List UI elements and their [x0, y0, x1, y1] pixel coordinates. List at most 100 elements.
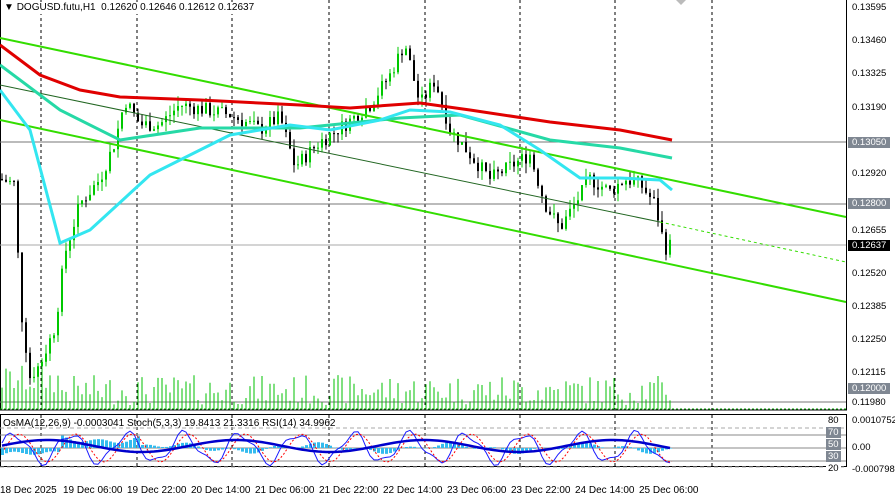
candle-body — [269, 117, 271, 130]
candle-body — [665, 232, 667, 255]
osma-bar — [493, 447, 496, 448]
candle-body — [45, 353, 47, 362]
osma-bar — [617, 446, 620, 448]
osma-bar — [261, 448, 264, 451]
level-tag-mid: 0.12800 — [848, 198, 891, 209]
osma-bar — [453, 442, 456, 448]
candle-body — [161, 122, 163, 126]
osma-bar — [613, 447, 616, 448]
osma-bar — [177, 443, 180, 448]
osma-bar — [73, 440, 76, 448]
osma-bar — [253, 448, 256, 454]
osma-bar — [557, 448, 560, 450]
candle-body — [613, 188, 615, 194]
candle-body — [325, 139, 327, 146]
candle-body — [1, 178, 3, 180]
osma-bar — [77, 441, 80, 448]
osma-bar — [593, 444, 596, 448]
osma-bar — [317, 442, 320, 448]
candle-body — [557, 213, 559, 224]
osma-bar — [17, 448, 20, 453]
osma-bar — [369, 448, 372, 450]
osma-bar — [209, 448, 212, 451]
osma-bar — [329, 445, 332, 448]
candle-body — [377, 95, 379, 105]
osma-bar — [145, 444, 148, 448]
candle-body — [517, 160, 519, 167]
candle-body — [197, 105, 199, 115]
osma-bar — [273, 446, 276, 448]
open-price: 0.12620 — [101, 2, 138, 13]
candle-body — [217, 107, 219, 115]
price-tick: 0.13190 — [852, 102, 887, 113]
candle-body — [49, 338, 51, 354]
candle-body — [437, 86, 439, 93]
candle-body — [569, 208, 571, 217]
osma-bar — [653, 448, 656, 454]
osma-bar — [13, 448, 16, 452]
price-tick: 0.13595 — [852, 2, 887, 13]
osma-bar — [245, 448, 248, 453]
candle-body — [201, 105, 203, 114]
osma-bar — [181, 442, 184, 448]
osma-bar — [69, 439, 72, 448]
channel-middle — [0, 84, 661, 223]
osma-bar — [29, 448, 32, 455]
time-tick: 23 Dec 06:00 — [447, 485, 507, 496]
candle-body — [89, 194, 91, 201]
osma-bar — [377, 448, 380, 453]
osma-bar — [65, 437, 68, 448]
candle-body — [537, 169, 539, 186]
time-tick: 25 Dec 06:00 — [639, 485, 699, 496]
candle-body — [421, 94, 423, 98]
candle-body — [329, 133, 331, 146]
osma-bar — [473, 448, 476, 449]
osma-bar — [21, 448, 24, 453]
price-tick: 0.12250 — [852, 334, 887, 345]
candle-body — [101, 179, 103, 183]
candle-body — [653, 196, 655, 198]
osma-bar — [353, 448, 356, 449]
candle-body — [273, 117, 275, 125]
candle-body — [549, 211, 551, 215]
osma-bar — [133, 437, 136, 448]
candle-body — [305, 153, 307, 163]
candle-body — [9, 180, 11, 182]
osma-bar — [101, 439, 104, 448]
osma-bar — [165, 446, 168, 448]
time-tick: 23 Dec 22:00 — [511, 485, 571, 496]
osma-bar — [53, 448, 56, 452]
candle-body — [605, 185, 607, 187]
candle-body — [5, 179, 7, 182]
osma-bar — [157, 446, 160, 448]
candle-body — [41, 361, 43, 367]
candle-body — [157, 125, 159, 130]
osma-bar — [117, 443, 120, 448]
candle-body — [25, 322, 27, 353]
candle-body — [149, 121, 151, 131]
osma-bar — [325, 443, 328, 448]
osma-bar — [57, 448, 60, 453]
time-tick: 22 Dec 14:00 — [383, 485, 443, 496]
osma-bar — [413, 446, 416, 448]
osma-bar — [9, 448, 12, 453]
shift-marker-icon — [676, 0, 686, 5]
osma-bar — [397, 448, 400, 450]
osma-bar — [41, 448, 44, 454]
dropdown-arrow-icon[interactable]: ▼ — [4, 2, 17, 13]
candle-body — [633, 179, 635, 185]
candle-body — [553, 213, 555, 215]
osma-bar — [269, 447, 272, 448]
candle-body — [629, 180, 631, 185]
low-price: 0.12612 — [179, 2, 216, 13]
candle-body — [77, 203, 79, 227]
sub-tag-30: 30 — [826, 451, 841, 462]
osma-bar — [381, 448, 384, 454]
osma-bar — [573, 444, 576, 448]
osma-bar — [153, 445, 156, 448]
candle-body — [409, 48, 411, 61]
osma-bar — [521, 448, 524, 454]
osma-bar — [601, 447, 604, 448]
